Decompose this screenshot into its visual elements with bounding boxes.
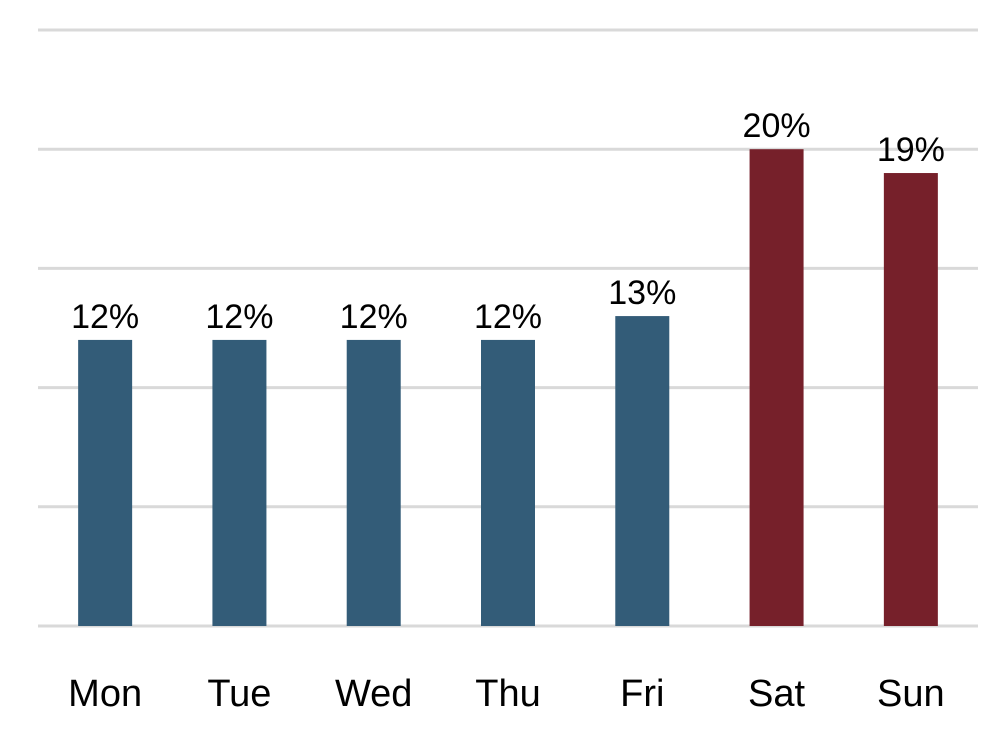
data-label-thu: 12% xyxy=(474,298,542,336)
bar-mon xyxy=(78,339,133,626)
tick-label-sun: Sun xyxy=(877,673,945,715)
tick-label-thu: Thu xyxy=(475,673,540,715)
x-axis-tick-labels: Mon Tue Wed Thu Fri Sat Sun xyxy=(68,673,944,715)
data-label-fri: 13% xyxy=(608,274,676,312)
tick-label-tue: Tue xyxy=(207,673,271,715)
data-label-wed: 12% xyxy=(340,298,408,336)
tick-label-wed: Wed xyxy=(335,673,412,715)
bar-thu xyxy=(481,339,535,626)
data-label-sun: 19% xyxy=(877,131,945,169)
bar-tue xyxy=(212,339,267,626)
bar-fri xyxy=(615,316,670,626)
bar-wed xyxy=(346,339,401,626)
tick-label-fri: Fri xyxy=(620,673,664,715)
data-labels: 12% 12% 12% 12% 13% 20% 19% xyxy=(71,107,945,336)
tick-label-mon: Mon xyxy=(68,673,142,715)
bar-sun xyxy=(883,173,938,627)
data-label-sat: 20% xyxy=(743,107,811,145)
tick-label-sat: Sat xyxy=(748,673,805,715)
data-label-mon: 12% xyxy=(71,298,139,336)
bar-sat xyxy=(749,149,804,626)
bars xyxy=(78,149,938,627)
data-label-tue: 12% xyxy=(205,298,273,336)
